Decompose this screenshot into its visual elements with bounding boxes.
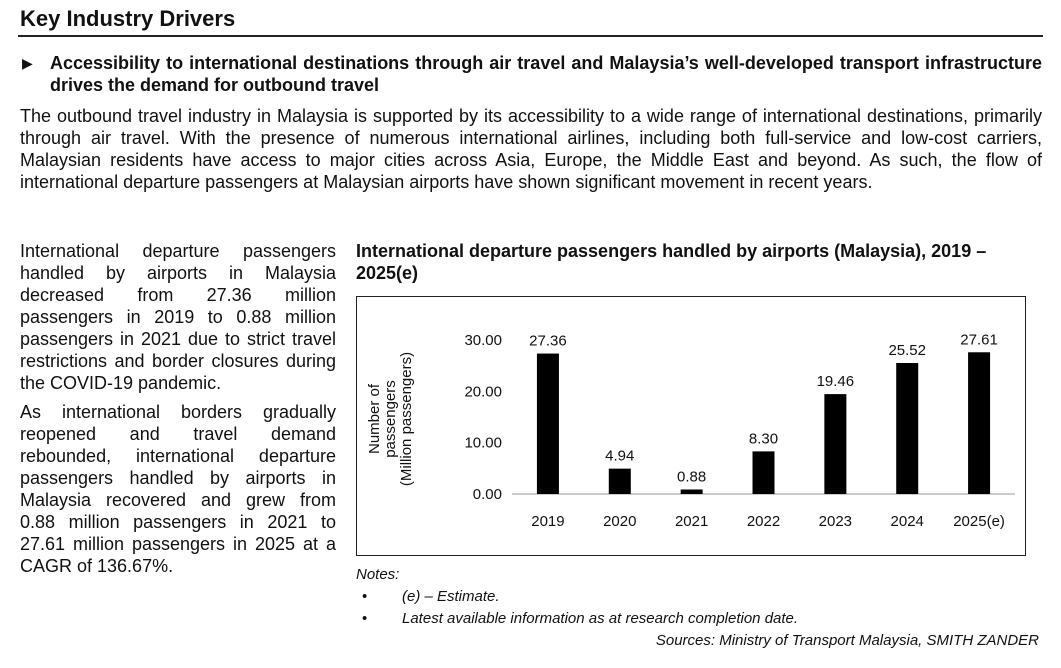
y-tick-label: 10.00	[464, 435, 502, 452]
sources-line: Sources: Ministry of Transport Malaysia,…	[655, 632, 1039, 649]
y-tick-label: 30.00	[464, 332, 502, 349]
section-title: Key Industry Drivers	[20, 6, 236, 31]
triangle-bullet-icon: ▶	[22, 55, 33, 71]
x-tick-label: 2019	[531, 513, 564, 530]
bar	[536, 353, 559, 494]
y-tick-label: 0.00	[473, 486, 502, 503]
note-bullet: •	[362, 588, 368, 605]
chart-title: International departure passengers handl…	[356, 241, 987, 283]
bar-value-label: 8.30	[749, 430, 778, 447]
x-tick-label: 2020	[603, 513, 636, 530]
note-text: (e) – Estimate.	[402, 588, 500, 605]
chart-frame: Number ofpassengers(Million passengers) 0…	[356, 296, 1026, 556]
note-text: Latest available information as at resea…	[402, 610, 799, 627]
x-tick-label: 2024	[891, 513, 924, 530]
bar	[824, 394, 847, 494]
y-axis-title-line: passengers	[382, 380, 399, 458]
x-tick-label: 2025(e)	[953, 513, 1005, 530]
bar-value-label: 19.46	[817, 373, 855, 390]
left-paragraph-recovery: As international borders gradually reope…	[20, 402, 336, 576]
x-tick-label: 2021	[675, 513, 708, 530]
y-tick-label: 20.00	[464, 383, 502, 400]
bar-value-label: 27.61	[960, 331, 998, 348]
y-axis-title: Number ofpassengers(Million passengers)	[366, 352, 415, 486]
bar-chart: Number ofpassengers(Million passengers) 0…	[366, 331, 1015, 530]
bar	[680, 489, 703, 494]
bar-value-label: 0.88	[677, 468, 706, 485]
bullet-heading: ▶ Accessibility to international destina…	[22, 52, 1042, 96]
bar-value-label: 4.94	[605, 448, 634, 465]
title-divider	[18, 35, 1043, 37]
bar	[896, 362, 919, 494]
left-column: International departure passengers handl…	[20, 240, 336, 584]
x-tick-label: 2022	[747, 513, 780, 530]
bar	[968, 352, 991, 494]
bar-value-label: 27.36	[529, 333, 567, 350]
note-item: • (e) – Estimate.	[362, 588, 500, 605]
left-paragraph-decline: International departure passengers handl…	[20, 241, 336, 393]
bar-value-label: 25.52	[888, 342, 926, 359]
bullet-heading-text: Accessibility to international destinati…	[50, 53, 1042, 95]
notes-label: Notes:	[356, 566, 400, 583]
note-bullet: •	[362, 610, 368, 627]
bar	[752, 451, 775, 494]
note-item: • Latest available information as at rese…	[362, 610, 798, 627]
intro-paragraph: The outbound travel industry in Malaysia…	[20, 106, 1042, 192]
y-axis-title-line: (Million passengers)	[398, 352, 415, 486]
bar	[608, 468, 631, 494]
x-tick-label: 2023	[819, 513, 852, 530]
y-axis-title-line: Number of	[366, 383, 383, 454]
